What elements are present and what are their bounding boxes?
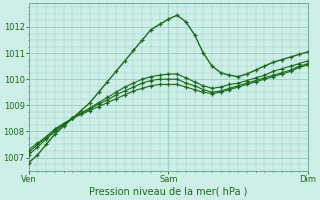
- X-axis label: Pression niveau de la mer( hPa ): Pression niveau de la mer( hPa ): [89, 187, 248, 197]
